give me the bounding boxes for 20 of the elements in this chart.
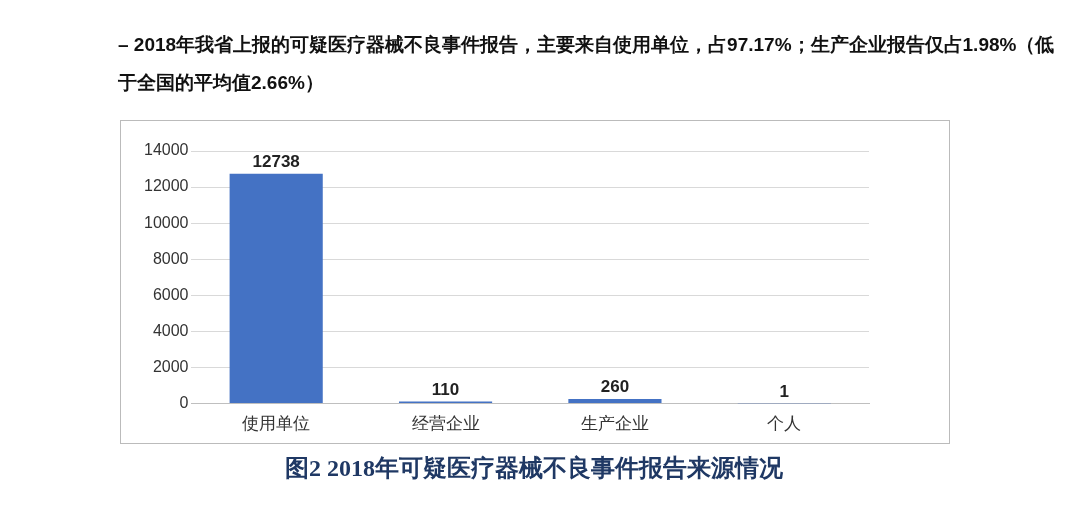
y-tick-label: 8000 [152,249,189,267]
data-label: 1 [779,381,790,401]
y-tick-label: 10000 [143,213,189,231]
data-label: 12738 [252,151,300,171]
x-tick-label: 个人 [767,414,802,434]
bar [568,398,662,404]
data-label: 110 [431,379,460,399]
y-tick-label: 0 [179,394,189,412]
x-tick-label: 经营企业 [411,414,480,434]
bar [229,173,323,404]
caption: 图2 2018年可疑医疗器械不良事件报告来源情况 [284,454,784,483]
y-tick-label: 6000 [152,285,189,303]
chart-title: – 2018年我省上报的可疑医疗器械不良事件报告，主要来自使用单位，占97.17%；生产企业报告仅占1.98%（低于全国的平均值2.66%） [118,33,1056,95]
y-tick-label: 2000 [152,357,189,375]
data-label: 260 [600,377,630,397]
x-tick-label: 生产企业 [580,414,649,434]
y-tick-label: 14000 [143,141,189,159]
y-tick-label: 12000 [143,177,189,195]
y-tick-label: 4000 [152,321,189,339]
x-tick-label: 使用单位 [242,414,311,434]
